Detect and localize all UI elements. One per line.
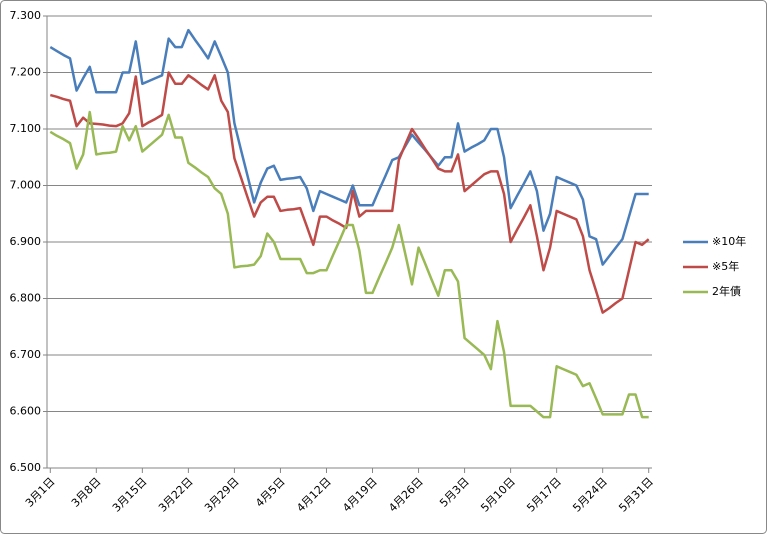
- y-tick-label: 7.100: [10, 122, 42, 135]
- y-tick-label: 7.300: [10, 9, 42, 22]
- legend-label: 2年債: [712, 284, 741, 298]
- y-tick-label: 6.800: [10, 292, 42, 305]
- y-tick-label: 7.200: [10, 66, 42, 79]
- legend-label: ※10年: [712, 234, 746, 248]
- y-tick-label: 7.000: [10, 179, 42, 192]
- y-tick-label: 6.900: [10, 235, 42, 248]
- line-series: [49, 110, 649, 419]
- legend-label: ※5年: [712, 259, 739, 273]
- y-tick-label: 6.600: [10, 405, 42, 418]
- y-tick-label: 6.700: [10, 348, 42, 361]
- y-tick-label: 6.500: [10, 461, 42, 474]
- line-series: [49, 71, 650, 314]
- line-series: [49, 28, 649, 266]
